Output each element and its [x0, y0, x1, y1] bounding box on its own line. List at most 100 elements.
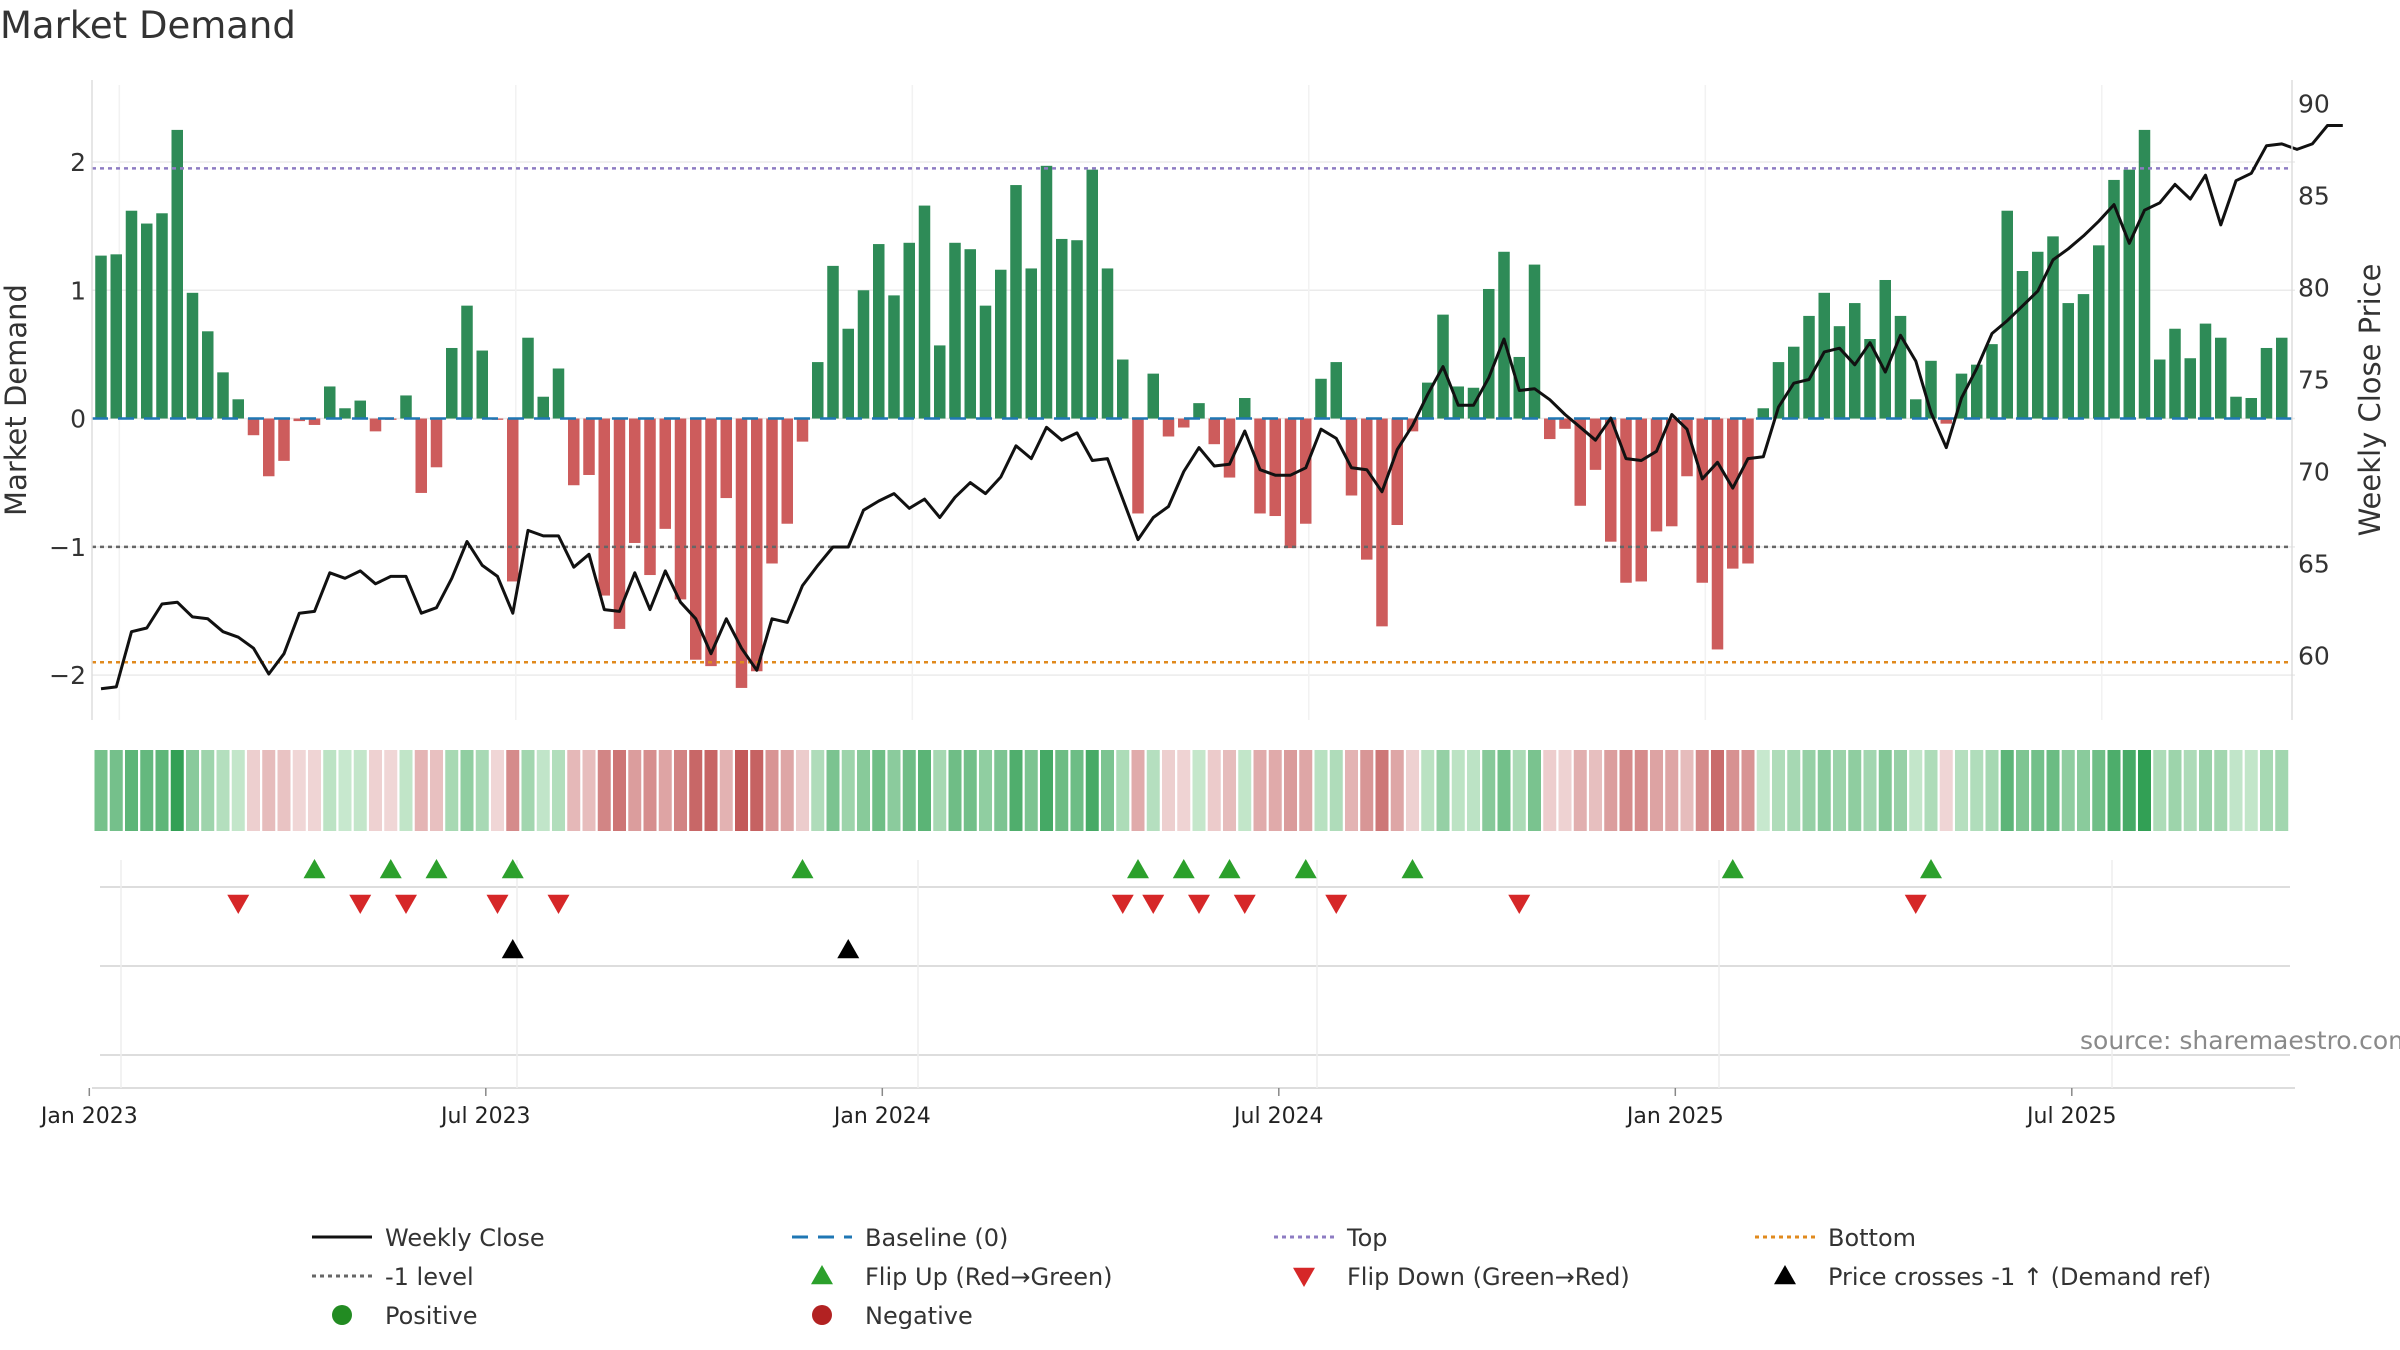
heat-cell [186, 750, 199, 831]
heat-cell [201, 750, 215, 831]
demand-bar [995, 269, 1007, 419]
demand-bar [918, 205, 931, 419]
heat-cell [887, 750, 901, 831]
demand-bar [1300, 418, 1312, 524]
heat-cell [1116, 750, 1130, 831]
reference-lines [92, 167, 2292, 664]
heat-cell [1512, 750, 1526, 831]
flip-down-marker [1508, 894, 1531, 914]
demand-bar [1101, 268, 1114, 419]
price-cross-marker [837, 939, 860, 959]
demand-bar [1574, 418, 1586, 506]
demand-bar [354, 400, 366, 419]
left-axis-label: Market Demand [0, 284, 33, 516]
demand-bar [1818, 292, 1830, 419]
demand-bar [949, 242, 961, 419]
heat-cell [841, 750, 855, 831]
flip-up-marker [1172, 859, 1195, 879]
demand-bar [766, 418, 778, 564]
right-tick-label: 80 [2298, 273, 2330, 302]
demand-bar [1086, 169, 1098, 419]
heat-cell [1711, 750, 1724, 831]
heat-cell [719, 750, 733, 831]
demand-bar [2245, 398, 2257, 419]
demand-bar [1864, 339, 1876, 419]
demand-bar [1178, 418, 1190, 428]
heat-cell [948, 750, 962, 831]
demand-bar [1879, 279, 1891, 419]
demand-bar [1361, 418, 1373, 560]
heat-cell [979, 750, 992, 831]
demand-bar [2001, 210, 2013, 419]
weekly-close-line [100, 124, 2343, 691]
demand-bar [613, 418, 626, 629]
demand-bar [308, 418, 321, 425]
demand-bar [2093, 245, 2105, 419]
heat-cell [2244, 750, 2258, 831]
heat-cell [1619, 750, 1633, 831]
legend: Weekly Close Baseline (0) Top Bottom -1 leve… [312, 1224, 2211, 1330]
flip-down-marker [486, 894, 509, 914]
demand-bar [796, 418, 809, 442]
legend-label: Price crosses -1 ↑ (Demand ref) [1828, 1263, 2211, 1291]
axes: 2 1 0 −1 −2 90 85 80 75 70 65 60 [49, 80, 2330, 720]
demand-bar [1162, 418, 1175, 437]
heat-cell [369, 750, 382, 831]
demand-bar [1681, 418, 1693, 477]
demand-bar [1071, 240, 1083, 419]
heat-cell [1802, 750, 1816, 831]
demand-bar [1772, 362, 1785, 419]
demand-bar [1025, 268, 1037, 419]
date-label: Jan 2023 [39, 1104, 138, 1129]
legend-item: -1 level [312, 1263, 474, 1291]
right-tick-label: 65 [2298, 550, 2330, 579]
demand-bar [507, 418, 519, 582]
demand-bar [1589, 418, 1602, 470]
heat-cell [536, 750, 550, 831]
heat-cell [2168, 750, 2182, 831]
heat-cell [155, 750, 169, 831]
heat-cell [1238, 750, 1252, 831]
heat-cell [2153, 750, 2167, 831]
demand-bar [1696, 418, 1708, 583]
heat-cell [872, 750, 886, 831]
heat-cell [567, 750, 581, 831]
demand-bar [95, 255, 107, 419]
legend-label: Bottom [1828, 1224, 1916, 1252]
heat-cell [1558, 750, 1572, 831]
heat-cell [506, 750, 520, 831]
heat-cell [2077, 750, 2090, 831]
heat-cell [1177, 750, 1191, 831]
flip-down-marker [1111, 894, 1134, 914]
demand-bar [842, 328, 854, 419]
flip-up-marker [425, 859, 448, 879]
demand-bar [1559, 418, 1571, 429]
demand-bar [1315, 378, 1327, 419]
heat-cell [902, 750, 916, 831]
heat-cell [1207, 750, 1221, 831]
demand-bar [263, 418, 275, 477]
legend-item: Baseline (0) [792, 1224, 1008, 1252]
demand-bar [400, 395, 412, 419]
demand-bar [1330, 362, 1342, 419]
demand-bar [1635, 418, 1647, 582]
heat-cell [247, 750, 260, 831]
heat-cell [1924, 750, 1938, 831]
legend-swatch-triangle-up [1774, 1265, 1796, 1285]
heat-cell [1131, 750, 1145, 831]
heat-cell [2260, 750, 2273, 831]
legend-label: -1 level [385, 1263, 474, 1291]
heat-cell [933, 750, 947, 831]
demand-bar [2138, 129, 2151, 419]
demand-bar [1391, 418, 1403, 526]
demand-bar [659, 418, 671, 529]
heat-cell [1756, 750, 1770, 831]
demand-bar [430, 418, 443, 468]
heat-cell [1101, 750, 1114, 831]
heat-cell [140, 750, 154, 831]
heat-cell [857, 750, 870, 831]
demand-bar [110, 254, 122, 419]
right-tick-label: 70 [2298, 458, 2330, 487]
heat-cell [1528, 750, 1541, 831]
